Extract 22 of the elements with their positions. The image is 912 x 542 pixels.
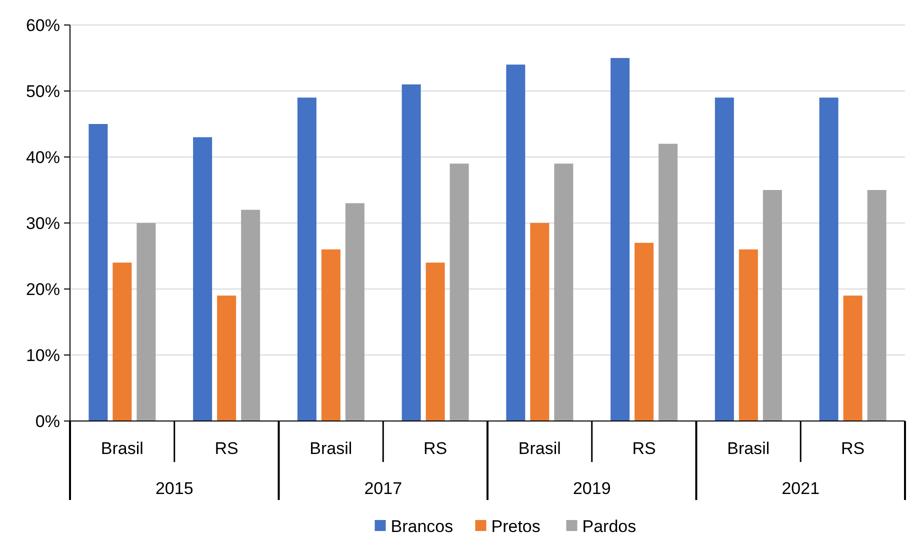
text: 2019 (572, 478, 611, 498)
text: 2015 (155, 478, 194, 498)
x-tick-label: RS (424, 438, 448, 458)
y-tick-label: 60% (26, 16, 60, 35)
y-tick-label: 40% (26, 148, 60, 167)
x-tick-label: RS (632, 438, 656, 458)
y-tick-label: 30% (26, 214, 60, 233)
y-tick-label: 20% (26, 280, 60, 299)
text: 2021 (782, 478, 820, 498)
x-tick-label: Brasil (727, 438, 770, 458)
x-tick-label: Brasil (310, 438, 352, 458)
x-tick-label: Brasil (518, 438, 561, 458)
legend-label: Brancos (390, 516, 454, 536)
text: 2017 (364, 478, 402, 498)
x-tick-label: Brasil (100, 438, 144, 458)
y-tick-label: 0% (35, 412, 60, 431)
y-tick-label: 10% (26, 346, 60, 365)
x-tick-label: RS (841, 438, 865, 458)
x-tick-label: RS (214, 438, 238, 458)
legend-label: Pretos (491, 516, 540, 536)
legend-label: Pardos (582, 516, 636, 536)
y-tick-label: 50% (26, 82, 60, 101)
